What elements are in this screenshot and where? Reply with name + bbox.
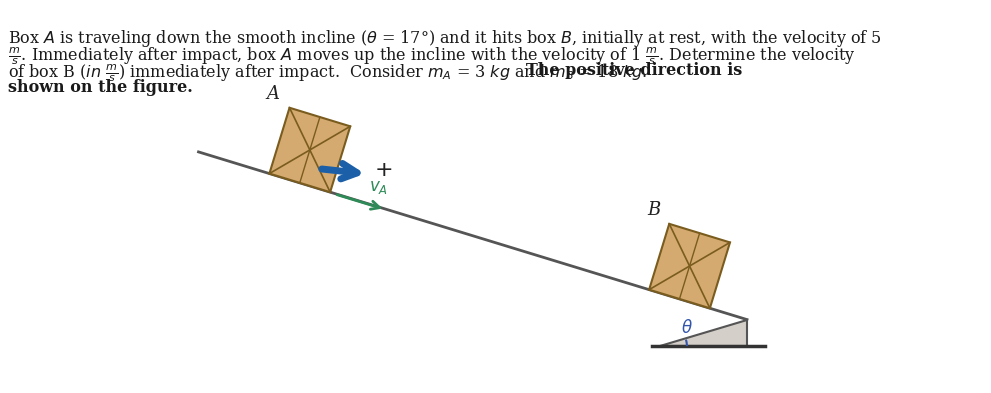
Text: +: + bbox=[375, 160, 393, 180]
Text: of box B ($in$ $\frac{m}{s}$) immediately after impact.  Consider $m_A$ = 3 $kg$: of box B ($in$ $\frac{m}{s}$) immediatel… bbox=[8, 62, 653, 84]
Text: $\frac{m}{s}$. Immediately after impact, box $A$ moves up the incline with the v: $\frac{m}{s}$. Immediately after impact,… bbox=[8, 45, 855, 67]
Polygon shape bbox=[649, 224, 730, 308]
Text: Box $A$ is traveling down the smooth incline ($\theta$ = 17°) and it hits box $B: Box $A$ is traveling down the smooth inc… bbox=[8, 28, 882, 50]
Text: $v_A$: $v_A$ bbox=[369, 178, 387, 196]
Polygon shape bbox=[270, 108, 350, 192]
Text: A: A bbox=[266, 85, 278, 103]
Text: B: B bbox=[647, 202, 660, 219]
Text: The positive direction is: The positive direction is bbox=[526, 62, 742, 79]
Text: $\theta$: $\theta$ bbox=[681, 319, 693, 337]
Text: shown on the figure.: shown on the figure. bbox=[8, 79, 192, 96]
Polygon shape bbox=[660, 320, 747, 346]
